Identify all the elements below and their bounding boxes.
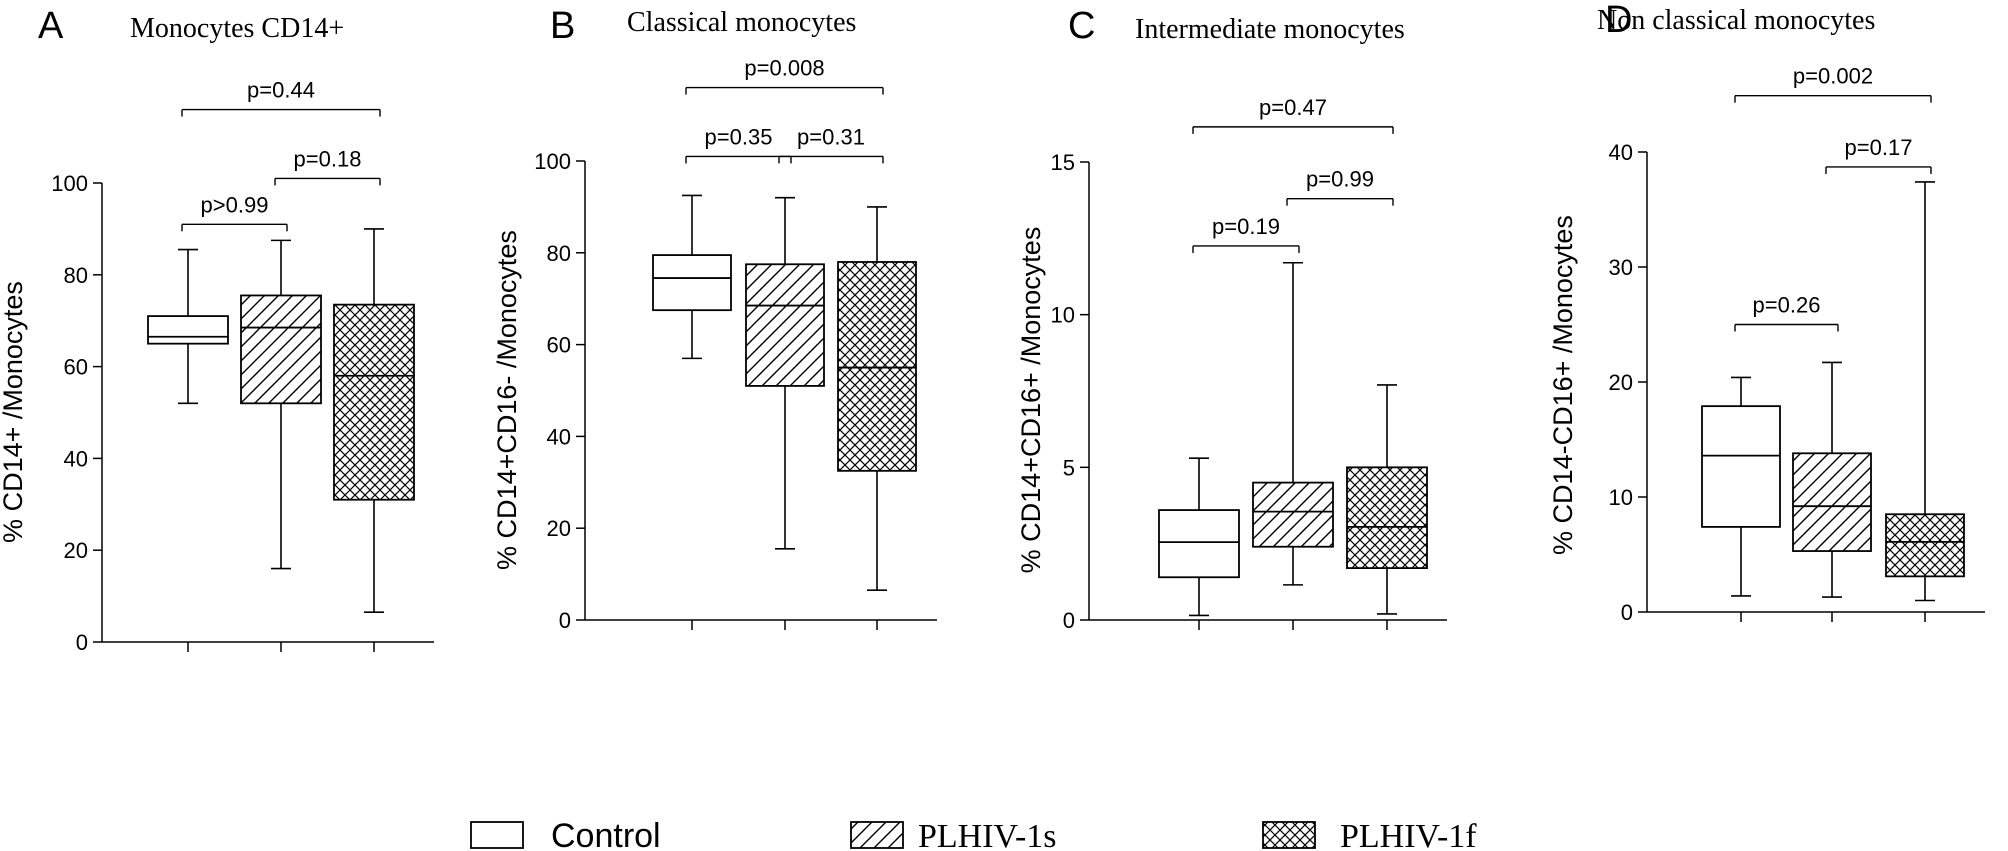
- p-value-label: p=0.18: [294, 146, 362, 171]
- panels: A Monocytes CD14+ % CD14+ /Monocytes 0 20 40 6…: [0, 0, 1985, 655]
- y-tick-label: 40: [547, 424, 571, 449]
- y-tick-label: 10: [1609, 485, 1633, 510]
- box-iqr: [1885, 513, 1965, 578]
- y-tick-label: 5: [1063, 455, 1075, 480]
- box-iqr: [1158, 509, 1240, 579]
- y-tick-label: 80: [64, 263, 88, 288]
- box-iqr: [1792, 452, 1872, 552]
- legend-label: Control: [551, 817, 661, 851]
- box-iqr: [147, 315, 229, 345]
- box-iqr: [837, 261, 917, 472]
- legend-label: PLHIV-1f: [1340, 818, 1477, 851]
- box-plhiv-1f: [333, 228, 415, 613]
- y-axis-label: % CD14+ /Monocytes: [0, 281, 28, 543]
- p-value-label: p=0.47: [1259, 95, 1327, 120]
- box-plhiv-1f: [1885, 181, 1965, 602]
- p-value-label: p=0.44: [247, 78, 315, 103]
- panel-b: B Classical monocytes % CD14+CD16- /Monocy…: [492, 5, 937, 633]
- p-value-label: p=0.31: [797, 124, 865, 149]
- comparison-bracket: p=0.17: [1825, 135, 1932, 174]
- y-axis-label: % CD14-CD16+ /Monocytes: [1548, 215, 1578, 555]
- p-value-label: p>0.99: [201, 192, 269, 217]
- comparison-bracket: p=0.44: [181, 78, 381, 117]
- y-tick-label: 20: [1609, 370, 1633, 395]
- y-axis-label: % CD14+CD16+ /Monocytes: [1016, 227, 1046, 574]
- box-plhiv-1f: [1346, 384, 1428, 615]
- y-tick-label: 10: [1051, 303, 1075, 328]
- box-plhiv-1s: [745, 196, 825, 550]
- y-tick-label: 80: [547, 241, 571, 266]
- box-iqr: [1701, 405, 1781, 528]
- box-iqr: [333, 303, 415, 501]
- box-control: [652, 194, 732, 360]
- panel-letter: C: [1068, 5, 1095, 47]
- legend-item-control: Control: [470, 817, 661, 851]
- y-tick-label: 100: [534, 149, 571, 174]
- y-tick-label: 40: [64, 446, 88, 471]
- y-tick-label: 0: [76, 630, 88, 655]
- comparison-bracket: p>0.99: [181, 192, 288, 232]
- comparison-bracket: p=0.19: [1192, 214, 1300, 253]
- panel-title: Non classical monocytes: [1597, 5, 1875, 36]
- panel-c: C Intermediate monocytes % CD14+CD16+ /Mon…: [1016, 5, 1447, 633]
- box-plhiv-1s: [1252, 261, 1334, 586]
- y-tick-label: 30: [1609, 255, 1633, 280]
- box-plhiv-1s: [1792, 361, 1872, 598]
- p-value-label: p=0.99: [1306, 167, 1374, 192]
- legend-swatch: [850, 821, 904, 849]
- box-control: [1701, 376, 1781, 597]
- p-value-label: p=0.17: [1845, 135, 1913, 160]
- p-value-label: p=0.35: [705, 124, 773, 149]
- comparison-bracket: p=0.002: [1734, 64, 1932, 103]
- box-control: [1158, 457, 1240, 617]
- panel-letter: B: [550, 5, 575, 47]
- y-tick-label: 60: [64, 355, 88, 380]
- box-iqr: [745, 263, 825, 387]
- box-control: [147, 248, 229, 405]
- box-plhiv-1s: [240, 239, 322, 570]
- y-tick-label: 15: [1051, 150, 1075, 175]
- comparison-bracket: p=0.26: [1734, 293, 1839, 332]
- y-tick-label: 60: [547, 333, 571, 358]
- p-value-label: p=0.26: [1753, 293, 1821, 318]
- box-iqr: [652, 254, 732, 312]
- y-tick-label: 20: [64, 538, 88, 563]
- comparison-bracket: p=0.31: [778, 124, 884, 164]
- y-tick-label: 40: [1609, 140, 1633, 165]
- panel-title: Classical monocytes: [627, 7, 856, 38]
- box-plhiv-1f: [837, 206, 917, 591]
- box-iqr: [1346, 466, 1428, 569]
- legend-swatch: [1262, 821, 1316, 849]
- legend: Control PLHIV-1s PLHIV-1f: [470, 817, 1477, 851]
- comparison-bracket: p=0.47: [1192, 95, 1394, 134]
- box-iqr: [1252, 481, 1334, 548]
- panel-title: Monocytes CD14+: [130, 13, 344, 44]
- legend-label: PLHIV-1s: [918, 818, 1057, 851]
- panel-letter: D: [1605, 0, 1632, 41]
- comparison-bracket: p=0.008: [685, 56, 884, 95]
- comparison-bracket: p=0.99: [1286, 167, 1394, 206]
- y-tick-label: 0: [1621, 600, 1633, 625]
- y-tick-label: 20: [547, 516, 571, 541]
- y-tick-label: 0: [1063, 608, 1075, 633]
- legend-item-plhiv-1s: PLHIV-1s: [850, 818, 1057, 851]
- y-tick-label: 100: [51, 171, 88, 196]
- panel-a: A Monocytes CD14+ % CD14+ /Monocytes 0 20 40 6…: [0, 5, 434, 655]
- y-axis-label: % CD14+CD16- /Monocytes: [492, 230, 522, 570]
- legend-swatch: [470, 821, 524, 849]
- p-value-label: p=0.002: [1793, 64, 1873, 89]
- panel-letter: A: [38, 5, 64, 47]
- p-value-label: p=0.008: [744, 56, 824, 81]
- y-tick-label: 0: [559, 608, 571, 633]
- p-value-label: p=0.19: [1212, 214, 1280, 239]
- comparison-bracket: p=0.35: [685, 124, 792, 164]
- panel-title: Intermediate monocytes: [1135, 14, 1405, 45]
- comparison-bracket: p=0.18: [274, 146, 381, 186]
- box-iqr: [240, 294, 322, 405]
- legend-item-plhiv-1f: PLHIV-1f: [1262, 818, 1477, 851]
